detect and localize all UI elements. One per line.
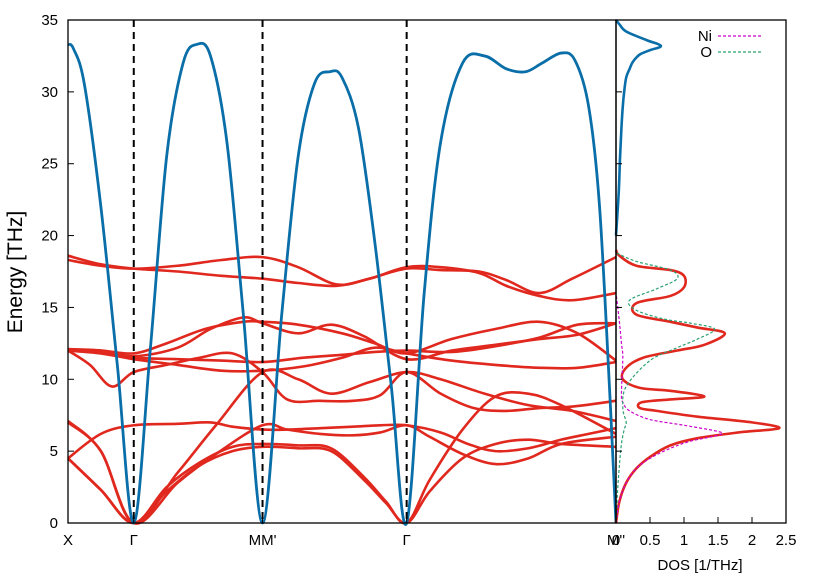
dos-plot-frame bbox=[615, 19, 787, 524]
y-tick-label: 5 bbox=[50, 443, 58, 460]
y-axis-label: Energy [THz] bbox=[4, 211, 27, 334]
band-branch-10 bbox=[67, 421, 617, 525]
y-tick-label: 10 bbox=[41, 371, 58, 388]
band-branch-9 bbox=[67, 421, 617, 460]
dos-x-axis-label: DOS [1/THz] bbox=[657, 557, 742, 574]
legend-label-o: O bbox=[700, 44, 712, 61]
axes-frames bbox=[67, 19, 787, 524]
band-branch-11 bbox=[67, 391, 617, 525]
dos-x-tick-label: 1.5 bbox=[708, 532, 729, 549]
k-point-label: MM' bbox=[249, 532, 277, 549]
k-point-label: Γ bbox=[130, 532, 138, 549]
band-branch-1 bbox=[67, 254, 617, 295]
y-tick-label: 25 bbox=[41, 156, 58, 173]
y-tick-label: 35 bbox=[41, 12, 58, 29]
band-structure-curves bbox=[67, 41, 618, 526]
band-branch-12 bbox=[67, 438, 617, 525]
k-point-label: X bbox=[63, 532, 73, 549]
y-tick-label: 30 bbox=[41, 84, 58, 101]
dos-x-tick-label: 0.5 bbox=[640, 532, 661, 549]
band-branch-5 bbox=[67, 321, 617, 364]
tick-marks bbox=[67, 19, 787, 524]
dos-curves bbox=[614, 19, 781, 524]
k-point-label: Γ bbox=[403, 532, 411, 549]
y-tick-label: 20 bbox=[41, 228, 58, 245]
y-tick-label: 0 bbox=[50, 515, 58, 532]
dos-legend: NiO bbox=[698, 28, 763, 61]
dos-series-total bbox=[614, 249, 781, 524]
dos-x-tick-label: 2 bbox=[748, 532, 756, 549]
k-point-label: M'' bbox=[607, 532, 625, 549]
dos-series-curve-2 bbox=[614, 19, 663, 236]
band-branch-2 bbox=[67, 255, 617, 302]
dos-x-tick-label: 0 bbox=[612, 532, 620, 549]
band-branch-6 bbox=[67, 346, 617, 373]
band-branch-highest bbox=[67, 41, 618, 526]
y-tick-label: 15 bbox=[41, 299, 58, 316]
dos-series-o bbox=[615, 252, 716, 524]
dos-series-ni bbox=[615, 292, 724, 524]
dos-x-tick-label: 2.5 bbox=[776, 532, 797, 549]
legend-label-ni: Ni bbox=[698, 28, 712, 45]
dos-x-tick-label: 1 bbox=[680, 532, 688, 549]
